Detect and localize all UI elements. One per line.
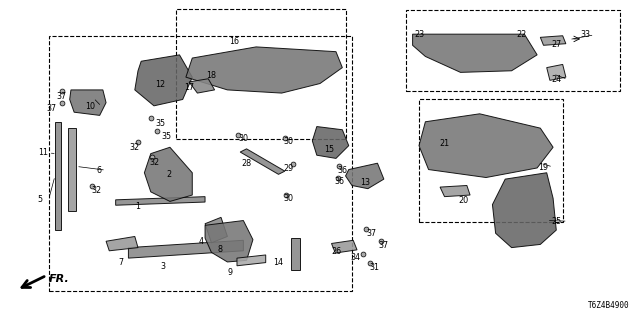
Text: 21: 21 bbox=[440, 139, 450, 148]
Text: 12: 12 bbox=[156, 80, 166, 89]
Polygon shape bbox=[346, 163, 384, 189]
Polygon shape bbox=[240, 149, 285, 174]
Text: 33: 33 bbox=[580, 30, 590, 39]
Text: T6Z4B4900: T6Z4B4900 bbox=[588, 301, 630, 310]
Text: 30: 30 bbox=[283, 137, 293, 146]
Text: 14: 14 bbox=[273, 258, 284, 267]
Text: 15: 15 bbox=[324, 145, 335, 154]
Polygon shape bbox=[135, 55, 192, 106]
Text: 27: 27 bbox=[551, 40, 561, 49]
Text: 37: 37 bbox=[366, 229, 376, 238]
Text: 10: 10 bbox=[85, 102, 95, 111]
Polygon shape bbox=[413, 34, 537, 72]
Polygon shape bbox=[186, 47, 342, 93]
Text: 17: 17 bbox=[184, 83, 194, 92]
Text: 2: 2 bbox=[166, 170, 172, 179]
Text: 8: 8 bbox=[218, 245, 223, 254]
Text: 24: 24 bbox=[551, 75, 561, 84]
Text: 19: 19 bbox=[538, 163, 548, 172]
Text: 7: 7 bbox=[119, 258, 124, 267]
Text: 20: 20 bbox=[459, 196, 468, 205]
Text: 6: 6 bbox=[97, 166, 102, 175]
Text: FR.: FR. bbox=[49, 274, 69, 284]
Text: 9: 9 bbox=[227, 268, 232, 277]
Polygon shape bbox=[70, 90, 106, 116]
Text: 26: 26 bbox=[331, 247, 341, 256]
Polygon shape bbox=[291, 238, 300, 270]
Polygon shape bbox=[312, 126, 349, 158]
Text: 32: 32 bbox=[149, 158, 159, 167]
Polygon shape bbox=[189, 79, 214, 93]
Text: 5: 5 bbox=[38, 195, 43, 204]
Polygon shape bbox=[440, 186, 470, 197]
Polygon shape bbox=[106, 236, 138, 251]
Text: 11: 11 bbox=[38, 148, 48, 157]
Text: 23: 23 bbox=[414, 30, 424, 39]
Polygon shape bbox=[129, 240, 243, 258]
Text: 1: 1 bbox=[135, 202, 140, 211]
Text: 3: 3 bbox=[161, 262, 166, 271]
Polygon shape bbox=[116, 197, 205, 205]
Polygon shape bbox=[205, 220, 253, 262]
Text: 35: 35 bbox=[162, 132, 172, 141]
Text: 37: 37 bbox=[47, 104, 57, 113]
Text: 31: 31 bbox=[369, 263, 380, 272]
Text: 18: 18 bbox=[207, 71, 216, 80]
Polygon shape bbox=[145, 147, 192, 201]
Polygon shape bbox=[68, 128, 76, 211]
Text: 36: 36 bbox=[334, 177, 344, 186]
Polygon shape bbox=[419, 114, 553, 178]
Text: 29: 29 bbox=[283, 164, 293, 173]
Text: 16: 16 bbox=[229, 37, 239, 46]
Text: 28: 28 bbox=[241, 159, 252, 168]
Text: 25: 25 bbox=[551, 217, 561, 226]
Text: 32: 32 bbox=[92, 187, 102, 196]
Polygon shape bbox=[55, 122, 61, 230]
Polygon shape bbox=[205, 217, 227, 243]
Text: 36: 36 bbox=[337, 166, 348, 175]
Polygon shape bbox=[492, 173, 556, 248]
Polygon shape bbox=[547, 64, 566, 80]
Polygon shape bbox=[332, 240, 357, 253]
Text: 22: 22 bbox=[516, 30, 526, 39]
Text: 13: 13 bbox=[360, 179, 370, 188]
Text: 37: 37 bbox=[379, 241, 389, 250]
Text: 30: 30 bbox=[283, 194, 293, 204]
Text: 34: 34 bbox=[350, 253, 360, 262]
Polygon shape bbox=[540, 36, 566, 45]
Text: 32: 32 bbox=[130, 143, 140, 152]
Text: 35: 35 bbox=[156, 119, 166, 129]
Text: 4: 4 bbox=[199, 237, 204, 246]
Text: 37: 37 bbox=[56, 92, 67, 101]
Text: 30: 30 bbox=[239, 134, 248, 143]
Polygon shape bbox=[237, 255, 266, 266]
